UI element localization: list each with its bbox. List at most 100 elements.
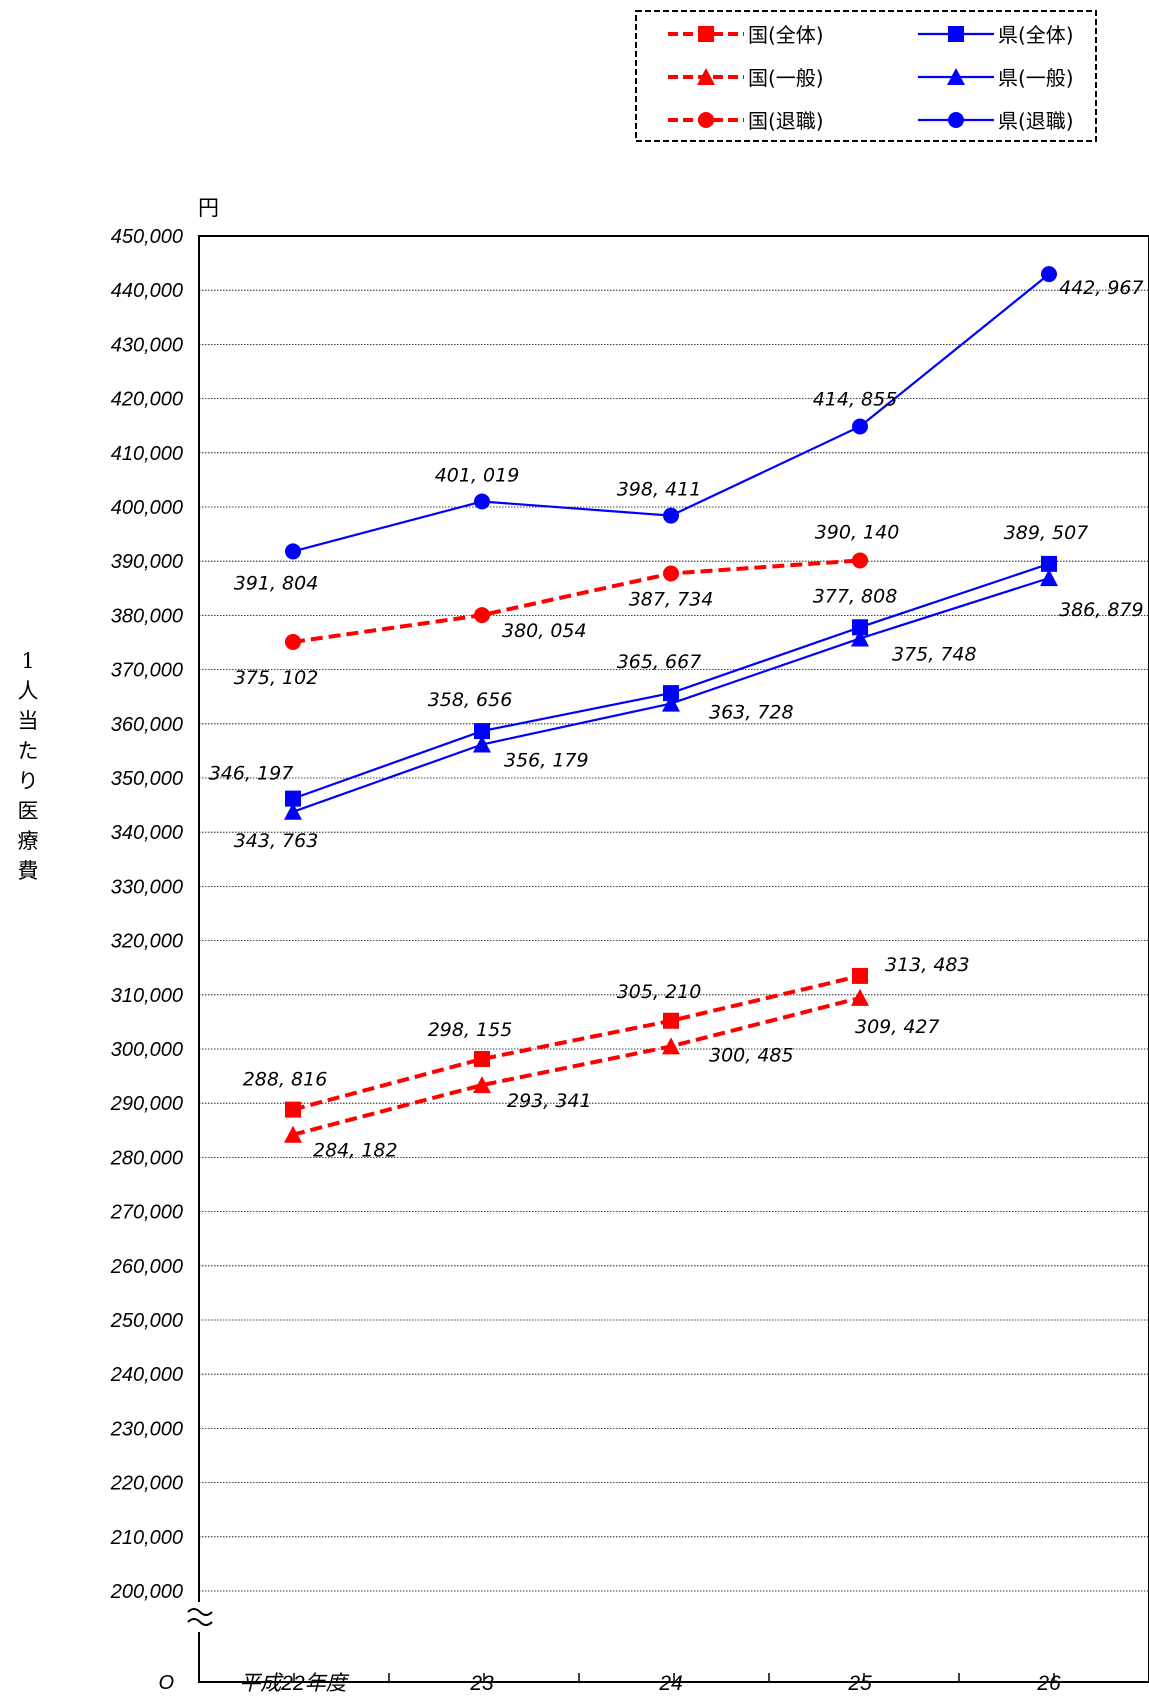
legend-item: 国(一般) [668, 66, 824, 90]
y-tick-label: 270,000 [110, 1202, 183, 1224]
y-tick-label: 330,000 [111, 876, 183, 898]
y-tick-label: 420,000 [111, 389, 183, 411]
y-tick-label: 310,000 [111, 985, 183, 1007]
y-unit-label: 円 [198, 196, 219, 220]
data-point-marker [285, 633, 301, 650]
axis-break-icon [187, 1602, 213, 1632]
data-point-marker [1041, 266, 1057, 283]
legend-marker [697, 68, 715, 85]
data-label: 398, 411 [617, 479, 702, 501]
data-point-marker [284, 1125, 302, 1143]
data-label: 313, 483 [885, 954, 970, 976]
data-point-marker [1040, 569, 1058, 587]
data-label: 365, 667 [617, 651, 702, 673]
y-axis-title-char: り [18, 769, 39, 793]
data-label: 401, 019 [435, 464, 520, 486]
legend-marker [698, 112, 714, 128]
data-label: 298, 155 [428, 1019, 513, 1041]
data-label: 390, 140 [815, 521, 900, 543]
legend-marker [947, 68, 965, 85]
legend-label: 国(退職) [748, 109, 824, 133]
data-point-marker [474, 607, 490, 624]
data-point-marker [663, 1012, 679, 1029]
x-tick-label: 24 [658, 1672, 682, 1695]
y-tick-label: 260,000 [110, 1256, 183, 1278]
legend-marker [948, 112, 964, 128]
data-label: 386, 879 [1059, 599, 1144, 621]
data-label: 293, 341 [507, 1090, 592, 1112]
data-label: 375, 102 [234, 667, 319, 689]
y-tick-label: 220,000 [110, 1473, 183, 1495]
legend-item: 県(全体) [918, 23, 1074, 47]
data-point-marker [852, 967, 868, 984]
data-point-marker [852, 619, 868, 636]
y-tick-label: 200,000 [110, 1581, 183, 1603]
data-point-marker [285, 790, 301, 807]
data-point-marker [851, 988, 869, 1006]
data-label: 309, 427 [855, 1016, 940, 1038]
data-point-marker [474, 493, 490, 510]
legend-label: 県(退職) [998, 109, 1074, 133]
data-label: 300, 485 [709, 1044, 794, 1066]
y-tick-label: 390,000 [111, 551, 183, 573]
data-label: 391, 804 [234, 572, 319, 594]
data-label: 375, 748 [892, 643, 977, 665]
legend-label: 県(一般) [998, 66, 1074, 90]
y-tick-label: 370,000 [111, 660, 183, 682]
y-tick-label: 360,000 [111, 714, 183, 736]
y-tick-label: 450,000 [111, 226, 183, 248]
series-line [292, 558, 861, 644]
data-point-marker [663, 507, 679, 524]
data-label: 343, 763 [234, 830, 319, 852]
data-point-marker [851, 629, 869, 647]
y-tick-label: 290,000 [110, 1093, 183, 1115]
data-label: 288, 816 [243, 1069, 328, 1091]
data-point-marker [662, 694, 680, 712]
y-tick-label: 240,000 [110, 1364, 183, 1386]
legend-label: 国(全体) [748, 23, 824, 47]
y-tick-label: 320,000 [111, 931, 183, 953]
data-point-marker [285, 1101, 301, 1118]
data-label: 358, 656 [428, 689, 513, 711]
data-point-marker [662, 1037, 680, 1055]
data-label: 442, 967 [1059, 277, 1144, 299]
y-tick-label: 350,000 [111, 768, 183, 790]
y-tick-label: 440,000 [111, 280, 183, 302]
y-tick-label: 300,000 [111, 1039, 183, 1061]
data-point-marker [663, 685, 679, 702]
y-axis-title-char: た [18, 739, 39, 763]
data-point-marker [852, 552, 868, 569]
data-label: 305, 210 [617, 981, 702, 1003]
y-axis-title-char: 当 [18, 709, 39, 733]
legend-label: 県(全体) [998, 23, 1074, 47]
data-point-marker [473, 1076, 491, 1094]
data-label: 414, 855 [813, 388, 898, 410]
data-label: 389, 507 [1004, 522, 1089, 544]
data-point-marker [474, 1050, 490, 1067]
data-point-marker [284, 802, 302, 820]
data-point-marker [473, 735, 491, 753]
y-axis-title-char: 人 [18, 679, 39, 703]
legend-item: 県(一般) [918, 66, 1074, 90]
data-label: 356, 179 [504, 750, 589, 772]
y-axis-title-char: 1 [21, 649, 34, 673]
data-label: 284, 182 [313, 1140, 398, 1162]
y-tick-label: 340,000 [111, 822, 183, 844]
plot-area: 450,000 440,000 430,000 420,000 410,000 400,0… [110, 226, 1149, 1695]
y-axis-title-char: 医 [18, 799, 39, 823]
y-tick-label: 210,000 [110, 1527, 183, 1549]
data-point-marker [852, 418, 868, 435]
data-point-marker [474, 723, 490, 740]
y-tick-label: 280,000 [110, 1147, 183, 1169]
data-label: 346, 197 [209, 763, 294, 785]
y-axis-title-char: 療 [18, 829, 39, 853]
data-point-marker [1041, 555, 1057, 572]
y-tick-label: 380,000 [111, 605, 183, 627]
y-tick-label: 400,000 [111, 497, 183, 519]
series-line [292, 973, 861, 1112]
series-line [292, 995, 861, 1137]
legend-marker [948, 26, 964, 42]
data-label: 363, 728 [709, 702, 794, 724]
